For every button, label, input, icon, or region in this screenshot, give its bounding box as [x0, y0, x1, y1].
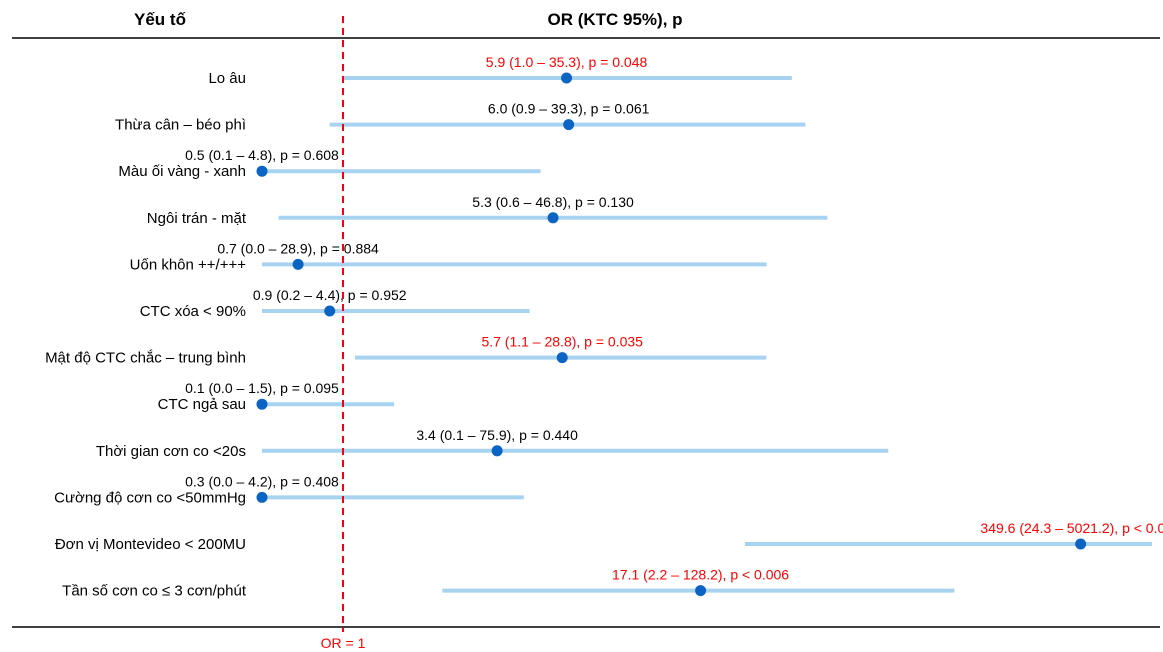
estimate-label: 0.9 (0.2 – 4.4), p = 0.952 — [253, 287, 407, 303]
or-point — [491, 445, 503, 457]
estimate-label: 6.0 (0.9 – 39.3), p = 0.061 — [488, 101, 650, 117]
or-point — [695, 585, 707, 597]
or-point — [556, 352, 568, 364]
estimate-label: 0.1 (0.0 – 1.5), p = 0.095 — [185, 380, 339, 396]
or-point — [256, 398, 268, 410]
reference-label: OR = 1 — [321, 635, 366, 651]
forest-row: Tần số cơn co ≤ 3 cơn/phút 17.1 (2.2 – 12… — [62, 567, 955, 600]
forest-rows: Lo âu 5.9 (1.0 – 35.3), p = 0.048 Thừa cân… — [45, 54, 1163, 600]
or-point — [324, 305, 336, 317]
forest-row: CTC xóa < 90% 0.9 (0.2 – 4.4), p = 0.952 — [140, 287, 530, 320]
forest-row: Mật độ CTC chắc – trung bình 5.7 (1.1 – 2… — [45, 334, 767, 367]
estimate-label: 0.3 (0.0 – 4.2), p = 0.408 — [185, 473, 339, 489]
factor-label: Đơn vị Montevideo < 200MU — [55, 536, 246, 553]
or-point — [292, 258, 304, 270]
estimate-label: 5.9 (1.0 – 35.3), p = 0.048 — [486, 54, 648, 70]
factor-label: Tần số cơn co ≤ 3 cơn/phút — [62, 583, 247, 600]
estimate-label: 0.7 (0.0 – 28.9), p = 0.884 — [217, 240, 379, 256]
factor-label: Thừa cân – béo phì — [115, 117, 246, 134]
forest-row: Thời gian cơn co <20s 3.4 (0.1 – 75.9), p… — [96, 427, 889, 460]
or-point — [563, 119, 575, 131]
forest-row: Lo âu 5.9 (1.0 – 35.3), p = 0.048 — [208, 54, 792, 87]
estimate-label: 3.4 (0.1 – 75.9), p = 0.440 — [416, 427, 578, 443]
estimate-label: 0.5 (0.1 – 4.8), p = 0.608 — [185, 147, 339, 163]
forest-row: Thừa cân – béo phì 6.0 (0.9 – 39.3), p = … — [115, 101, 806, 134]
factor-label: Màu ối vàng - xanh — [118, 163, 246, 180]
forest-row: Đơn vị Montevideo < 200MU 349.6 (24.3 – 5… — [55, 520, 1163, 553]
forest-row: Uốn khôn ++/+++0.7 (0.0 – 28.9), p = 0.8… — [130, 240, 767, 273]
factor-label: CTC xóa < 90% — [140, 303, 246, 320]
or-point — [547, 212, 559, 224]
factor-label: Mật độ CTC chắc – trung bình — [45, 350, 246, 367]
or-point — [256, 491, 268, 503]
or-point — [561, 72, 573, 84]
forest-row: Ngôi trán - mặt 5.3 (0.6 – 46.8), p = 0.1… — [147, 194, 828, 227]
or-point — [256, 165, 268, 177]
estimate-label: 349.6 (24.3 – 5021.2), p < 0.001 — [980, 520, 1163, 536]
factor-label: Ngôi trán - mặt — [147, 210, 247, 227]
estimate-label: 5.3 (0.6 – 46.8), p = 0.130 — [472, 194, 634, 210]
factor-label: CTC ngả sau — [158, 396, 246, 413]
factor-label: Thời gian cơn co <20s — [96, 443, 246, 460]
estimate-label: 17.1 (2.2 – 128.2), p < 0.006 — [612, 567, 789, 583]
factor-label: Lo âu — [208, 70, 246, 87]
estimate-label: 5.7 (1.1 – 28.8), p = 0.035 — [481, 334, 643, 350]
factor-label: Cường độ cơn co <50mmHg — [54, 489, 246, 506]
factor-label: Uốn khôn ++/+++ — [130, 256, 247, 273]
factor-column-header: Yếu tố — [134, 10, 186, 29]
or-point — [1075, 538, 1087, 550]
estimate-column-header: OR (KTC 95%), p — [547, 10, 682, 29]
